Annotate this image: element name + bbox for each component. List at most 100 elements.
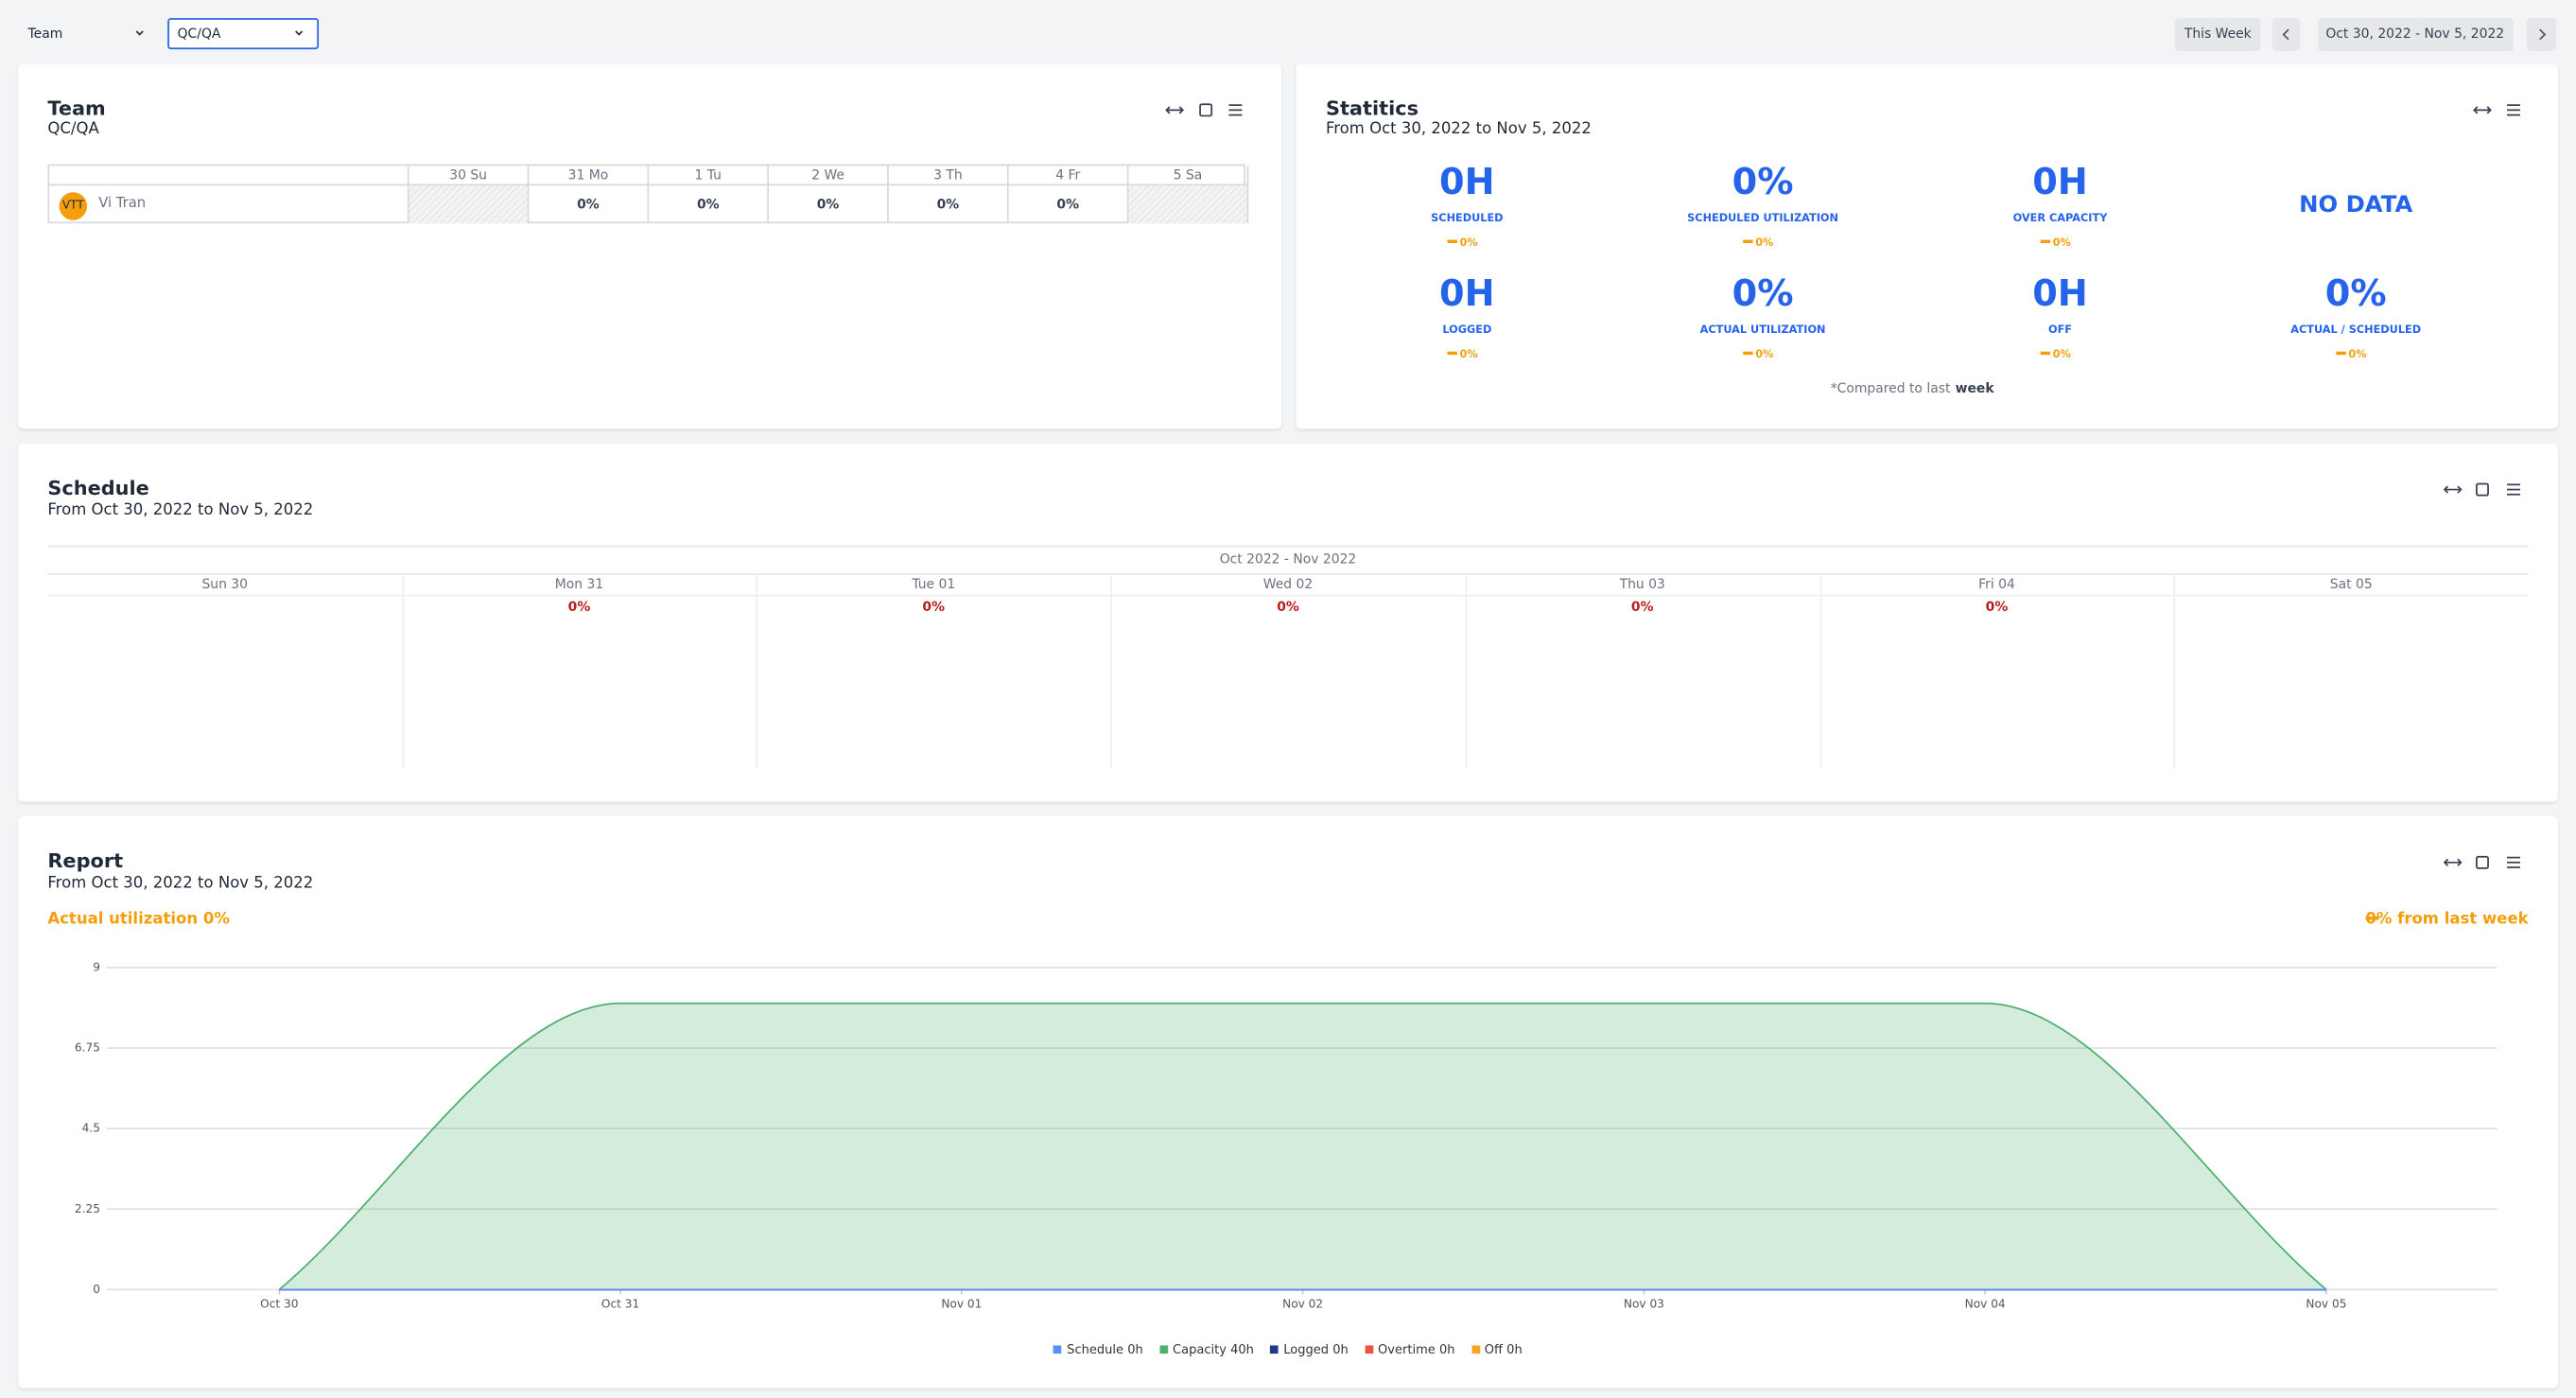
trend-dash [2336, 351, 2346, 355]
y-tick-label: 0 [93, 1283, 100, 1296]
stat-change: 0% [1755, 347, 1774, 361]
day-divider [1819, 573, 1821, 769]
x-tick-label: Nov 04 [1965, 1298, 2006, 1311]
date-button[interactable] [2318, 18, 2514, 51]
stat-change: 0% [2052, 236, 2071, 250]
legend-item[interactable]: Overtime 0h [1365, 1340, 1455, 1356]
footnote-text: *Compared to last [1830, 380, 1951, 396]
card-title: Team [47, 96, 106, 120]
chevron[interactable] [135, 30, 144, 36]
team-card [18, 63, 1282, 429]
date-range: Oct 30, 2022 - Nov 5, 2022 [2325, 26, 2505, 42]
stat-label: ACTUAL / SCHEDULED [2290, 323, 2422, 337]
empty-cell [1128, 185, 1249, 224]
filter-icon [2476, 482, 2489, 497]
legend: Schedule 0h Capacity 40h Logged 0h Overtime… [0, 1340, 2576, 1356]
stat-change: 0% [2052, 347, 2071, 361]
stat-label: OVER CAPACITY [2012, 211, 2108, 225]
card-subtitle: From Oct 30, 2022 to Nov 5, 2022 [1325, 120, 1592, 139]
day-divider [402, 573, 404, 769]
expand-icon [2473, 106, 2479, 114]
expand-icon [2457, 858, 2463, 866]
utilization-cell: 0% [529, 185, 650, 224]
table-header: 2 We [769, 166, 889, 186]
table-header: 1 Tu [649, 166, 770, 186]
y-tick-label: 6.75 [75, 1041, 100, 1055]
stat-label: ACTUAL UTILIZATION [1699, 323, 1826, 337]
prev-icon[interactable] [2282, 28, 2289, 41]
legend-swatch [1365, 1344, 1373, 1354]
day-label: Fri 04 [1978, 576, 2015, 592]
schedule-card [18, 443, 2558, 802]
empty-cell [409, 185, 530, 224]
divider [47, 545, 2529, 548]
card-subtitle: QC/QA [47, 120, 99, 139]
statistics-card [1296, 63, 2558, 429]
card-title: Statitics [1325, 96, 1419, 120]
card-title: Report [47, 848, 124, 873]
expand-icon [1178, 106, 1185, 114]
expand-icon [1165, 106, 1171, 114]
day-label: Wed 02 [1262, 576, 1314, 592]
x-tick-label: Oct 31 [601, 1298, 639, 1311]
legend-swatch [1270, 1344, 1279, 1354]
legend-item[interactable]: Capacity 40h [1159, 1340, 1254, 1356]
next-icon[interactable] [2539, 28, 2547, 41]
card-subtitle: From Oct 30, 2022 to Nov 5, 2022 [47, 874, 314, 893]
stat-value: 0H [2032, 162, 2088, 204]
stat-label: SCHEDULED UTILIZATION [1687, 211, 1838, 225]
table-header: 30 Su [409, 166, 530, 186]
table-header: 3 Th [888, 166, 1009, 186]
table-cell [49, 185, 409, 224]
x-tick-label: Oct 30 [260, 1298, 298, 1311]
legend-swatch [1159, 1344, 1168, 1354]
day-divider [1110, 573, 1113, 769]
legend-label: Schedule 0h [1067, 1341, 1143, 1356]
trend-dash [1447, 239, 1457, 243]
stat-change: 0% [2348, 347, 2367, 361]
chevron[interactable] [295, 30, 304, 36]
day-divider [2173, 573, 2176, 769]
expand-icon [2486, 106, 2492, 114]
legend-item[interactable]: Logged 0h [1270, 1340, 1349, 1356]
team-select[interactable] [167, 18, 320, 50]
group-label: Team [27, 26, 63, 42]
prev-button[interactable] [2271, 18, 2301, 51]
day-utilization: 0% [567, 599, 591, 615]
trend-dash [2040, 239, 2051, 243]
legend-item[interactable]: Schedule 0h [1053, 1340, 1143, 1356]
series-area [278, 1002, 2327, 1291]
stat-value: 0H [1439, 274, 1495, 316]
stat-change: 0% [1459, 347, 1478, 361]
divider [47, 594, 2529, 597]
next-button[interactable] [2526, 18, 2557, 51]
table-header: 5 Sa [1128, 166, 1249, 186]
team-table: 30 Su 31 Mo 1 Tu 2 We 3 Th 4 Fr 5 Sa VTT Vi Tran… [47, 164, 1249, 224]
trend-dash [1447, 351, 1457, 355]
avatar: VTT [59, 192, 88, 220]
day-utilization: 0% [1277, 599, 1299, 615]
this-week-button[interactable] [2175, 18, 2261, 51]
day-label: Sat 05 [2329, 576, 2373, 592]
legend-label: Off 0h [1484, 1341, 1523, 1356]
legend-label: Overtime 0h [1378, 1341, 1455, 1356]
day-utilization: 0% [1985, 599, 2009, 615]
trend-dash [2040, 351, 2051, 355]
schedule-range: Oct 2022 - Nov 2022 [1219, 551, 1357, 568]
legend-item[interactable]: Off 0h [1471, 1340, 1523, 1356]
stat-value: 0H [2032, 274, 2088, 316]
legend-swatch [1471, 1344, 1480, 1354]
trend-dash [1743, 351, 1753, 355]
people-icon [1199, 103, 1213, 117]
stat-value: 0% [1732, 274, 1794, 316]
legend-label: Logged 0h [1283, 1341, 1349, 1356]
report-card [18, 816, 2558, 1389]
card-subtitle: From Oct 30, 2022 to Nov 5, 2022 [47, 501, 314, 520]
y-tick-label: 9 [93, 960, 100, 973]
utilization-cell: 0% [649, 185, 770, 224]
day-label: Tue 01 [912, 576, 956, 592]
y-tick-label: 4.5 [82, 1122, 100, 1135]
divider [47, 573, 2529, 575]
expand-icon [2443, 858, 2449, 866]
